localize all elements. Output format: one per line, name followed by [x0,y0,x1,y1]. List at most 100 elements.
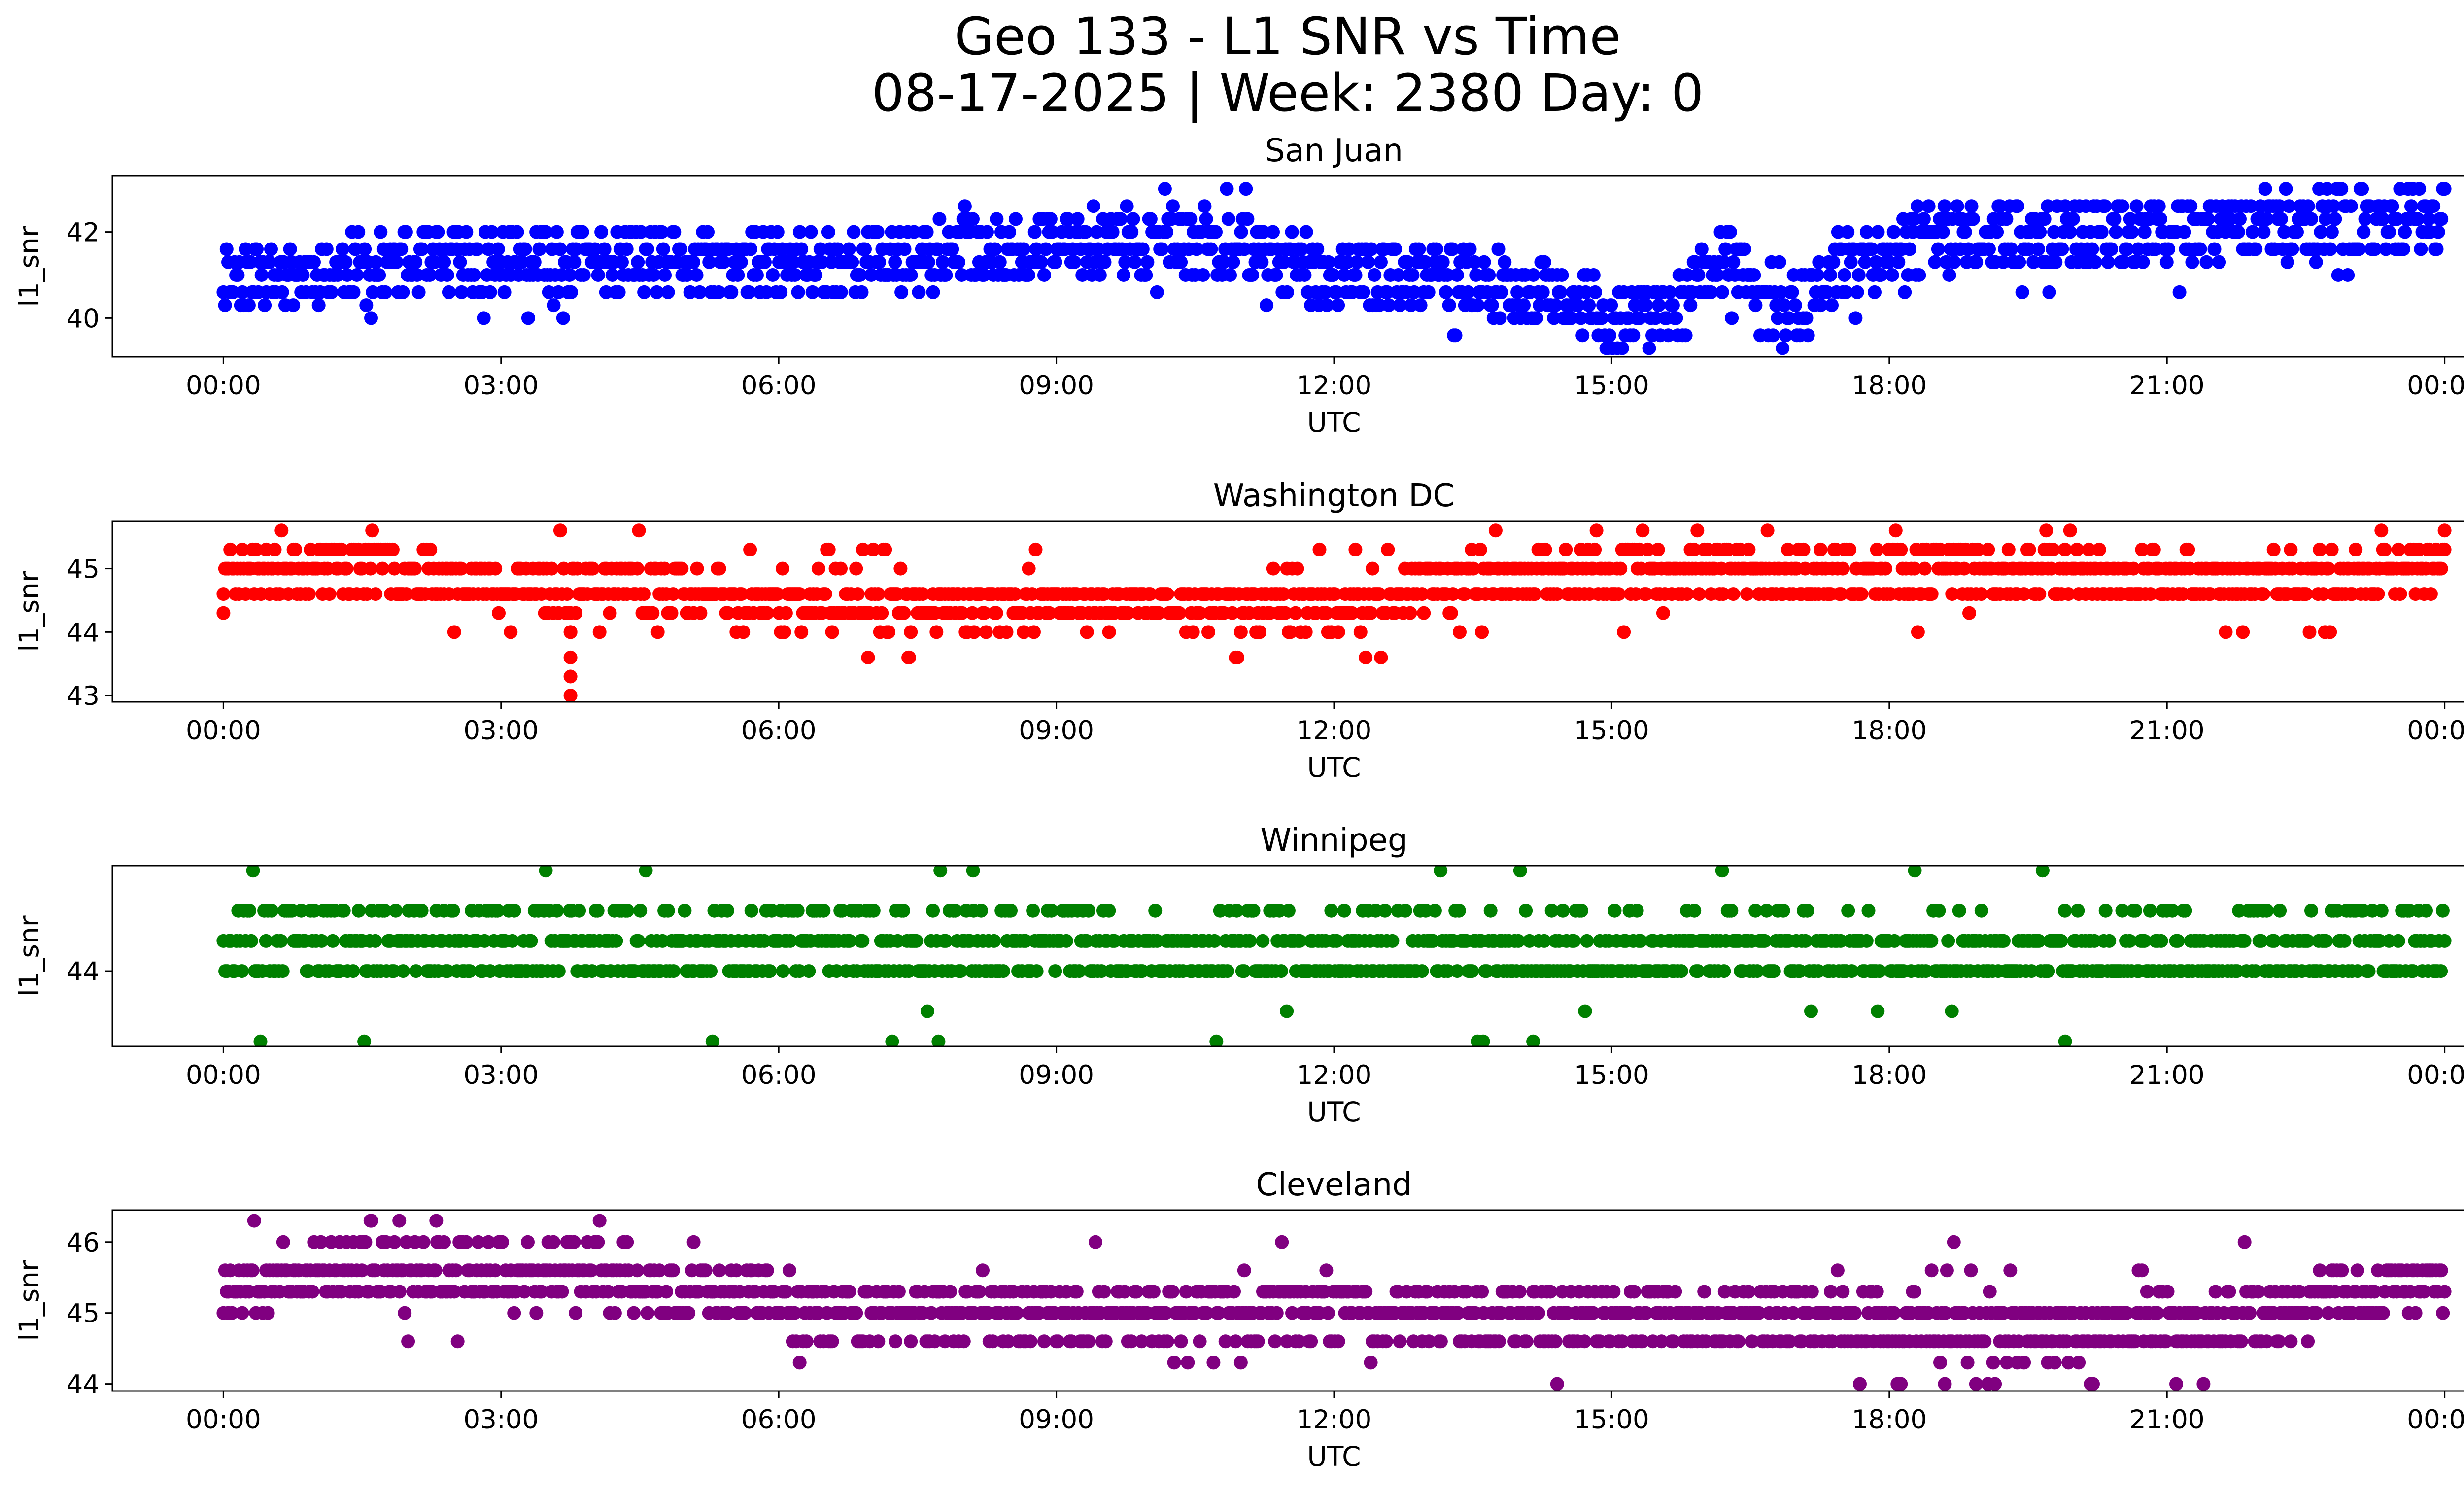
data-point [855,285,869,299]
data-point [431,225,445,239]
data-point [1082,1334,1096,1349]
data-point [387,1235,402,1249]
data-point [2259,212,2274,226]
x-tick-label: 06:00 [741,371,817,401]
data-point [805,285,820,299]
data-point [1981,542,1995,556]
data-point [966,866,980,878]
data-point [2272,199,2287,213]
data-point [2085,242,2099,256]
data-point [1837,268,1851,282]
data-point [378,285,392,299]
data-point [2385,199,2399,213]
data-point [720,904,734,918]
data-point [2058,199,2072,213]
x-tick-label: 00:00 [186,371,261,401]
data-point [1786,1306,1800,1320]
data-point [1726,587,1741,601]
data-point [1220,964,1234,978]
data-point [1873,964,1887,978]
data-point [1785,285,1799,299]
data-point [1759,904,1774,918]
data-point [1969,255,1984,269]
data-point [1226,255,1240,269]
data-point [2437,523,2452,538]
x-tick-label: 03:00 [463,716,539,746]
data-point [1321,255,1335,269]
data-point [1359,650,1373,664]
data-point [952,255,965,269]
x-tick-label: 03:00 [463,1060,539,1090]
data-point [843,934,856,948]
data-point [1907,212,1921,226]
data-point [813,242,827,256]
data-point [1146,1285,1161,1299]
data-point [339,255,353,269]
data-point [2177,225,2191,239]
data-point [216,606,231,620]
data-point [1993,199,2007,213]
data-point [1812,255,1826,269]
data-point [1971,542,1985,556]
data-point [2352,242,2366,256]
data-point [2328,212,2342,226]
data-point [1716,587,1730,601]
data-point [311,298,326,313]
data-point [744,904,758,918]
data-point [2314,225,2328,239]
data-point [849,561,863,576]
data-point [2376,212,2390,226]
data-point [359,298,374,313]
data-point [447,1285,461,1299]
data-point [1779,328,1793,343]
data-point [1553,285,1568,299]
data-point [782,1263,796,1278]
data-point [1834,587,1848,601]
data-point [1398,904,1412,918]
data-point [463,964,477,978]
data-point [680,268,694,282]
data-point [524,934,538,948]
x-tick-label: 09:00 [1019,716,1094,746]
data-point [1750,964,1764,978]
data-point [1586,1306,1600,1320]
data-point [551,964,566,978]
data-point [2320,182,2334,196]
data-point [1240,212,1255,226]
data-point [1844,255,1858,269]
data-point [1716,255,1731,269]
data-point [2153,212,2167,226]
data-point [1945,587,1959,601]
data-point [410,268,424,282]
data-point [1826,255,1841,269]
scatter-series [216,866,2452,1046]
data-point [521,1235,535,1249]
data-point [1853,1377,1867,1391]
data-point [690,561,704,576]
data-point [1008,587,1022,601]
data-point [1172,606,1186,620]
data-point [1102,625,1116,639]
data-point [666,587,680,601]
data-point [939,268,953,282]
data-point [2285,242,2299,256]
data-point [858,242,872,256]
data-point [592,1214,607,1228]
data-point [1017,242,1031,256]
axes-frame [111,865,2464,1047]
data-point [1871,1004,1885,1018]
data-point [336,242,349,256]
data-point [1630,904,1644,918]
data-point [2032,587,2047,601]
data-point [1412,242,1426,256]
data-point [2321,561,2335,576]
data-point [1651,298,1666,313]
data-point [423,542,438,556]
data-point [1567,934,1581,948]
data-point [2143,904,2157,918]
data-point [1004,904,1018,918]
data-point [972,1285,986,1299]
data-point [2171,934,2185,948]
data-point [2033,225,2047,239]
data-point [2412,182,2427,196]
